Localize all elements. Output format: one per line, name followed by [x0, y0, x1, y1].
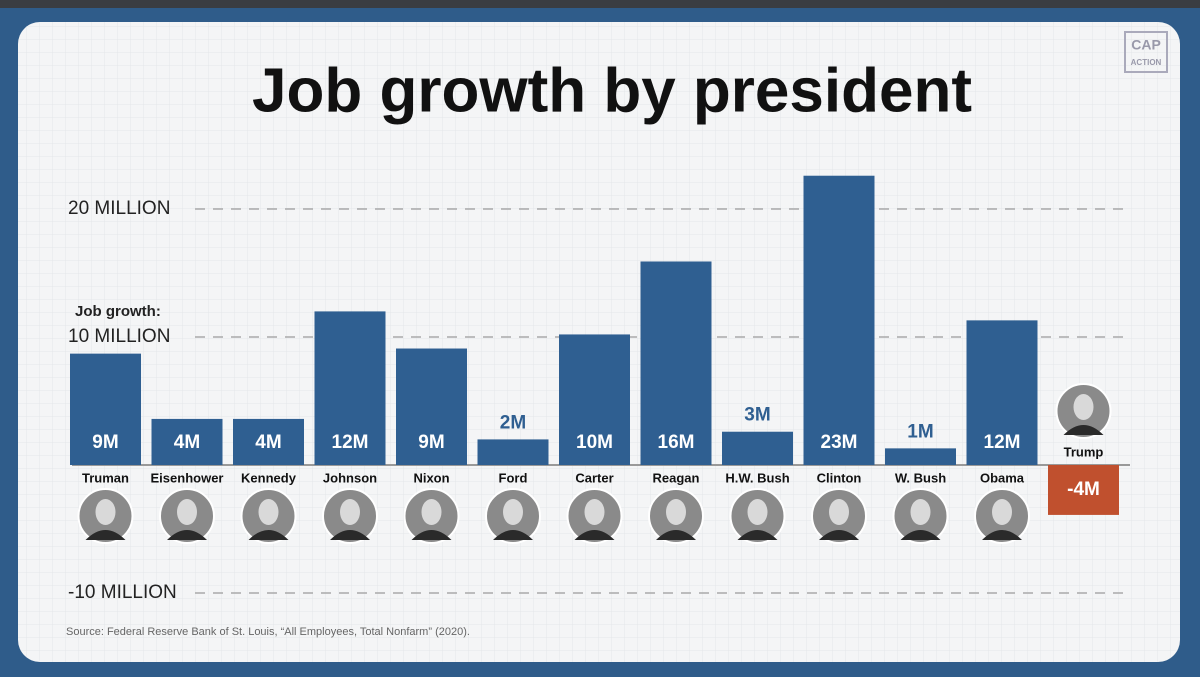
portrait-face	[95, 499, 116, 525]
bar	[885, 448, 956, 465]
value-label: 10M	[576, 432, 613, 453]
portrait-face	[747, 499, 768, 525]
portrait-face	[584, 499, 605, 525]
portrait-face	[992, 499, 1012, 525]
x-tick-label: Johnson	[323, 470, 377, 485]
x-tick-label: Obama	[980, 470, 1025, 485]
bar	[396, 348, 467, 465]
x-tick-label: Trump	[1064, 444, 1104, 459]
chart-title: Job growth by president	[252, 56, 972, 125]
value-label: 4M	[174, 432, 200, 453]
x-tick-label: W. Bush	[895, 470, 946, 485]
portrait-suit	[737, 530, 778, 540]
portrait-face	[503, 499, 523, 525]
portrait-suit	[982, 530, 1022, 540]
bar	[314, 311, 386, 465]
y-tick-label: 20 MILLION	[68, 198, 170, 219]
portrait-suit	[1063, 425, 1104, 435]
x-tick-label: Eisenhower	[151, 470, 224, 485]
x-tick-label: Clinton	[817, 470, 862, 485]
logo-box	[1124, 31, 1168, 73]
x-tick-label: Nixon	[413, 470, 449, 485]
value-label: 23M	[821, 432, 858, 453]
bar	[966, 320, 1038, 465]
bar	[477, 439, 549, 465]
portrait-suit	[85, 530, 126, 540]
value-label: 3M	[744, 405, 770, 426]
bar	[803, 175, 875, 465]
x-tick-label: Truman	[82, 470, 129, 485]
portrait-suit	[819, 530, 859, 540]
portrait-face	[666, 499, 686, 525]
portrait-face	[340, 499, 360, 525]
portrait-face	[1073, 394, 1094, 420]
y-tick-label: 10 MILLION	[68, 326, 170, 347]
logo: ACTION	[1131, 58, 1162, 67]
x-tick-label: H.W. Bush	[725, 470, 789, 485]
value-label: 2M	[500, 412, 526, 433]
portrait-suit	[167, 530, 207, 540]
value-label: 4M	[255, 432, 281, 453]
x-tick-label: Reagan	[653, 470, 700, 485]
portrait-face	[910, 499, 931, 525]
portrait-suit	[900, 530, 941, 540]
portrait-face	[177, 499, 197, 525]
bar	[722, 431, 793, 465]
value-label: 9M	[92, 432, 118, 453]
value-label: 16M	[658, 432, 695, 453]
x-tick-label: Carter	[575, 470, 613, 485]
bar	[1048, 465, 1119, 515]
bar	[640, 261, 712, 465]
value-label: 12M	[332, 432, 369, 453]
portrait-suit	[656, 530, 696, 540]
x-tick-label: Ford	[499, 470, 528, 485]
logo: CAP	[1131, 37, 1161, 53]
portrait-face	[421, 499, 442, 525]
x-tick-label: Kennedy	[241, 470, 297, 485]
portrait-face	[258, 499, 279, 525]
annotation: Job growth:	[75, 303, 161, 320]
value-label: 9M	[418, 432, 444, 453]
value-label: 1M	[907, 421, 933, 442]
y-tick-label: -10 MILLION	[68, 582, 177, 603]
portrait-suit	[493, 530, 533, 540]
top-bar	[0, 0, 1200, 8]
portrait-face	[829, 499, 849, 525]
source: Source: Federal Reserve Bank of St. Loui…	[66, 626, 470, 638]
bar	[151, 418, 223, 465]
bar	[559, 334, 630, 465]
value-label: 12M	[984, 432, 1021, 453]
value-label: -4M	[1067, 479, 1100, 500]
portrait-suit	[574, 530, 615, 540]
portrait-suit	[248, 530, 289, 540]
bar	[233, 418, 304, 465]
portrait-suit	[411, 530, 452, 540]
portrait-suit	[330, 530, 370, 540]
bar	[70, 353, 141, 465]
